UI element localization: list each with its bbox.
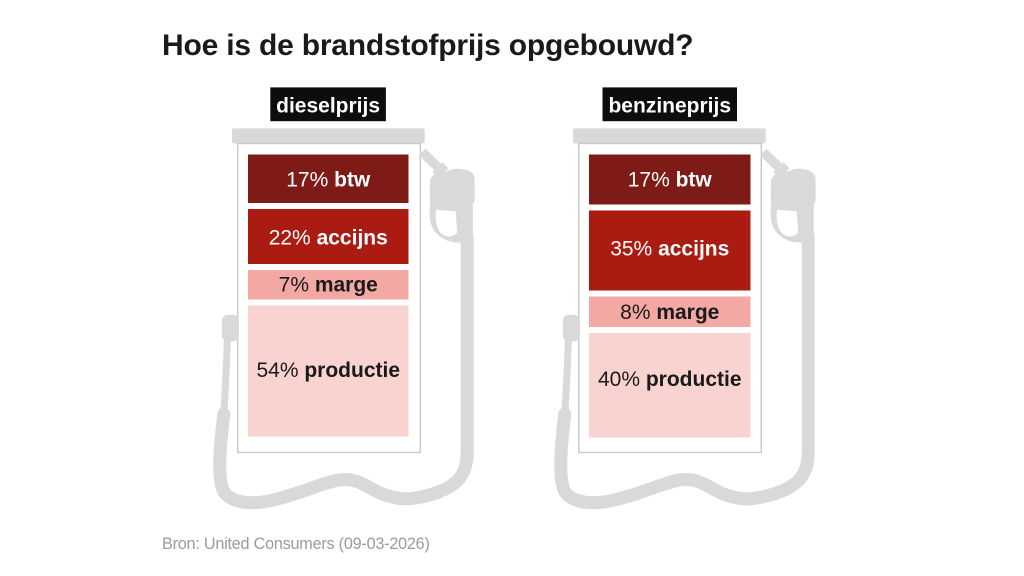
svg-text:7% marge: 7% marge xyxy=(279,274,378,297)
svg-text:Hoe is de brandstofprijs opgeb: Hoe is de brandstofprijs opgebouwd? xyxy=(162,29,693,62)
svg-text:17% btw: 17% btw xyxy=(628,169,713,192)
svg-text:dieselprijs: dieselprijs xyxy=(276,94,380,117)
svg-text:Bron: United Consumers (09-03-: Bron: United Consumers (09-03-2026) xyxy=(162,535,430,553)
svg-text:benzineprijs: benzineprijs xyxy=(608,94,731,117)
svg-text:54% productie: 54% productie xyxy=(256,359,400,382)
svg-text:35% accijns: 35% accijns xyxy=(610,237,729,260)
svg-text:40% productie: 40% productie xyxy=(598,368,742,391)
svg-text:22% accijns: 22% accijns xyxy=(269,227,388,250)
svg-text:17% btw: 17% btw xyxy=(286,168,371,191)
svg-text:8% marge: 8% marge xyxy=(620,301,719,324)
